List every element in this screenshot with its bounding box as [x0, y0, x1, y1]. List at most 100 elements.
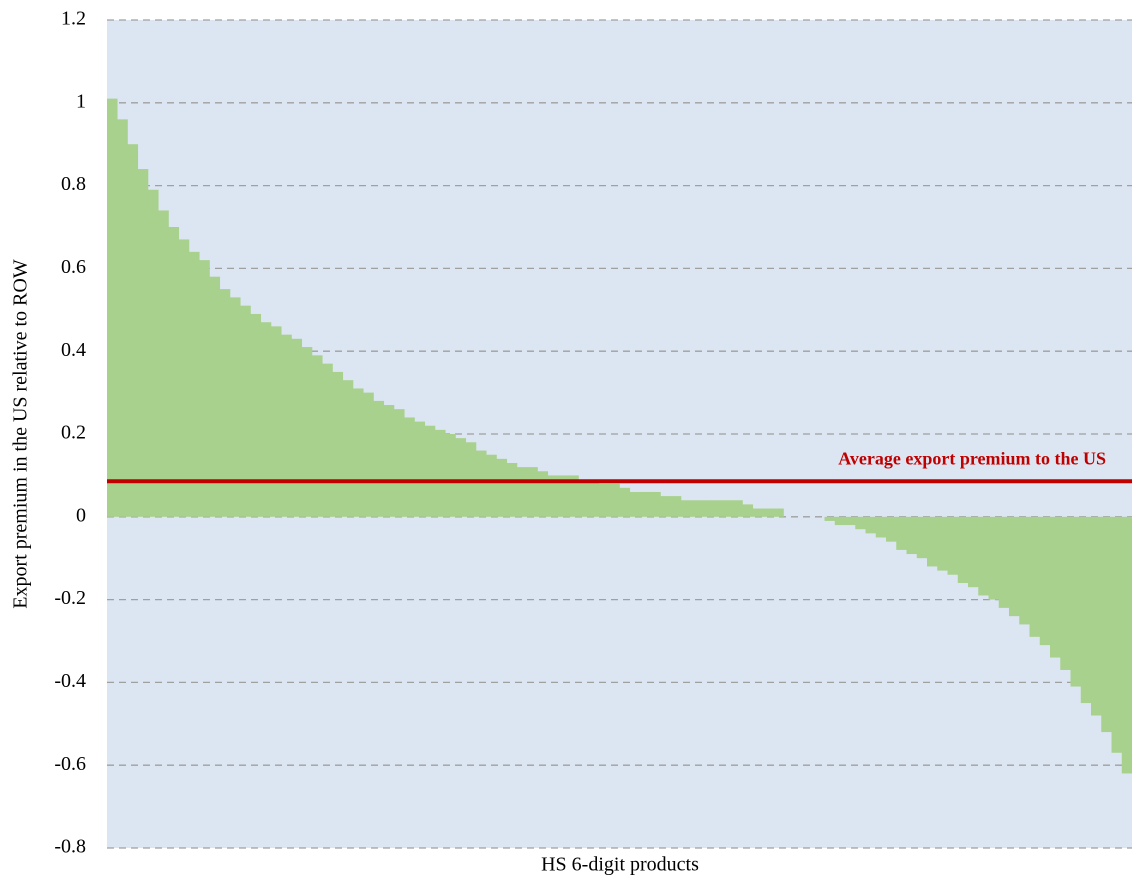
bar [701, 500, 713, 517]
average-label: Average export premium to the US [838, 448, 1106, 468]
bar [1019, 516, 1030, 625]
bar [711, 500, 723, 517]
bar [383, 405, 395, 517]
bar [650, 491, 661, 517]
bar [1111, 516, 1123, 753]
bar [506, 462, 518, 517]
bar [137, 169, 149, 517]
bar [773, 508, 784, 517]
bar [301, 347, 313, 517]
bar [1029, 516, 1041, 637]
bar [1060, 516, 1071, 670]
bar [1101, 516, 1112, 733]
bar [445, 434, 456, 517]
bar [968, 516, 979, 588]
bar [527, 467, 538, 517]
y-tick-label: 0.6 [61, 256, 86, 278]
bar [1070, 516, 1082, 687]
bar [834, 516, 846, 526]
y-tick-label: 0.2 [61, 422, 86, 444]
bar [752, 508, 764, 517]
bar [875, 516, 887, 538]
bar [588, 479, 600, 517]
bar [404, 417, 415, 517]
bar [845, 516, 856, 526]
bar [732, 500, 743, 517]
bar [537, 471, 549, 517]
bar [568, 475, 579, 517]
bar [271, 326, 282, 517]
y-tick-label: 1.2 [61, 8, 86, 30]
bar [250, 313, 262, 517]
bar [855, 516, 866, 530]
bar [435, 429, 446, 517]
bar [455, 438, 467, 517]
bars [107, 98, 1132, 774]
bar [189, 251, 200, 517]
y-tick-label: -0.4 [54, 670, 86, 692]
bar [168, 227, 180, 517]
bar [209, 276, 221, 517]
bar [824, 516, 836, 521]
bar [486, 454, 497, 517]
bar [691, 500, 702, 517]
bar [127, 144, 139, 517]
bar [219, 289, 231, 517]
bar [670, 496, 682, 517]
bar [240, 305, 251, 517]
bar [998, 516, 1010, 608]
bar [148, 189, 159, 517]
bar [1050, 516, 1061, 658]
bar [476, 450, 487, 517]
y-tick-label: -0.2 [54, 587, 86, 609]
bar [722, 500, 733, 517]
bar [609, 483, 620, 517]
bar [291, 338, 303, 517]
bar [547, 475, 559, 517]
bar [681, 500, 692, 517]
y-tick-label: 0.4 [61, 339, 86, 361]
bar [322, 363, 333, 517]
bar [230, 297, 241, 517]
y-tick-label: 0.8 [61, 173, 86, 195]
bar [1091, 516, 1102, 716]
bar [517, 467, 528, 517]
bar [927, 516, 938, 567]
bar [947, 516, 959, 575]
bar [281, 334, 292, 517]
bar [424, 425, 436, 517]
bar [865, 516, 877, 534]
y-axis-label: Export premium in the US relative to ROW [10, 259, 32, 608]
bar [640, 491, 651, 517]
bar [916, 516, 928, 559]
bar [599, 483, 610, 517]
bar [660, 496, 672, 517]
bar [117, 119, 128, 517]
bar [158, 210, 169, 517]
bar [978, 516, 989, 596]
bar [1121, 516, 1132, 774]
bar [988, 516, 1000, 600]
bar [896, 516, 907, 550]
overlay: Average export premium to the US [107, 448, 1132, 484]
bar [332, 371, 344, 517]
bar [937, 516, 948, 571]
bar [199, 260, 210, 517]
bar [886, 516, 897, 542]
y-tick-label: 0 [76, 504, 86, 526]
bar [1009, 516, 1020, 617]
y-tick-label: -0.6 [54, 753, 86, 775]
y-tick-label: -0.8 [54, 836, 86, 858]
bar [260, 322, 272, 517]
x-axis-label: HS 6-digit products [541, 854, 699, 876]
y-tick-label: 1 [76, 90, 86, 112]
bar [558, 475, 569, 517]
bar [496, 458, 508, 517]
bar [742, 504, 754, 517]
bar [957, 516, 969, 584]
bar [1080, 516, 1092, 704]
bar [394, 409, 405, 517]
bar [578, 479, 590, 517]
bar [363, 392, 374, 517]
